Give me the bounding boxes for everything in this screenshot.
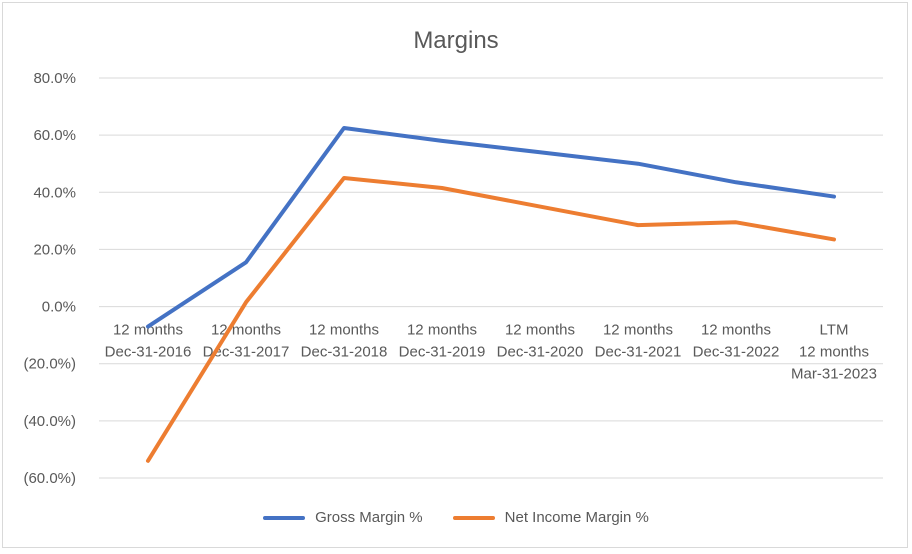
y-tick-label: 20.0% (33, 241, 76, 258)
x-tick-label: 12 months Dec-31-2022 (693, 322, 780, 361)
series-line-gross-margin (146, 126, 836, 329)
legend-label: Net Income Margin % (504, 509, 649, 526)
y-tick-label: (20.0%) (23, 356, 76, 373)
y-tick-label: 40.0% (33, 184, 76, 201)
line-chart: 80.0% 60.0% 40.0% 20.0% 0.0% (20.0%) (40.0%) (6… (23, 70, 883, 487)
x-tick-label: 12 months Dec-31-2020 (497, 322, 584, 361)
legend-label: Gross Margin % (315, 509, 423, 526)
x-tick-label: 12 months Dec-31-2018 (301, 322, 388, 361)
legend-swatch (263, 515, 306, 520)
x-tick-label: LTM 12 months Mar-31-2023 (791, 322, 877, 383)
chart-frame: Margins 80.0% 60.0% 40.0% 20.0% 0.0% (20.0%) (… (2, 2, 908, 548)
y-tick-label: (40.0%) (23, 413, 76, 430)
chart-title: Margins (413, 27, 499, 54)
y-tick-label: 60.0% (33, 127, 76, 144)
x-tick-label: 12 months Dec-31-2021 (595, 322, 682, 361)
y-tick-label: 80.0% (33, 70, 76, 87)
x-tick-label: 12 months Dec-31-2019 (399, 322, 486, 361)
legend-item: Net Income Margin % (452, 509, 649, 526)
series-line-net-income-margin (146, 176, 836, 463)
x-tick-label: 12 months Dec-31-2016 (105, 322, 192, 361)
chart-legend: Gross Margin % Net Income Margin % (3, 509, 909, 526)
legend-item: Gross Margin % (263, 509, 423, 526)
legend-swatch (452, 515, 495, 520)
y-tick-label: (60.0%) (23, 470, 76, 487)
y-tick-label: 0.0% (42, 299, 76, 316)
